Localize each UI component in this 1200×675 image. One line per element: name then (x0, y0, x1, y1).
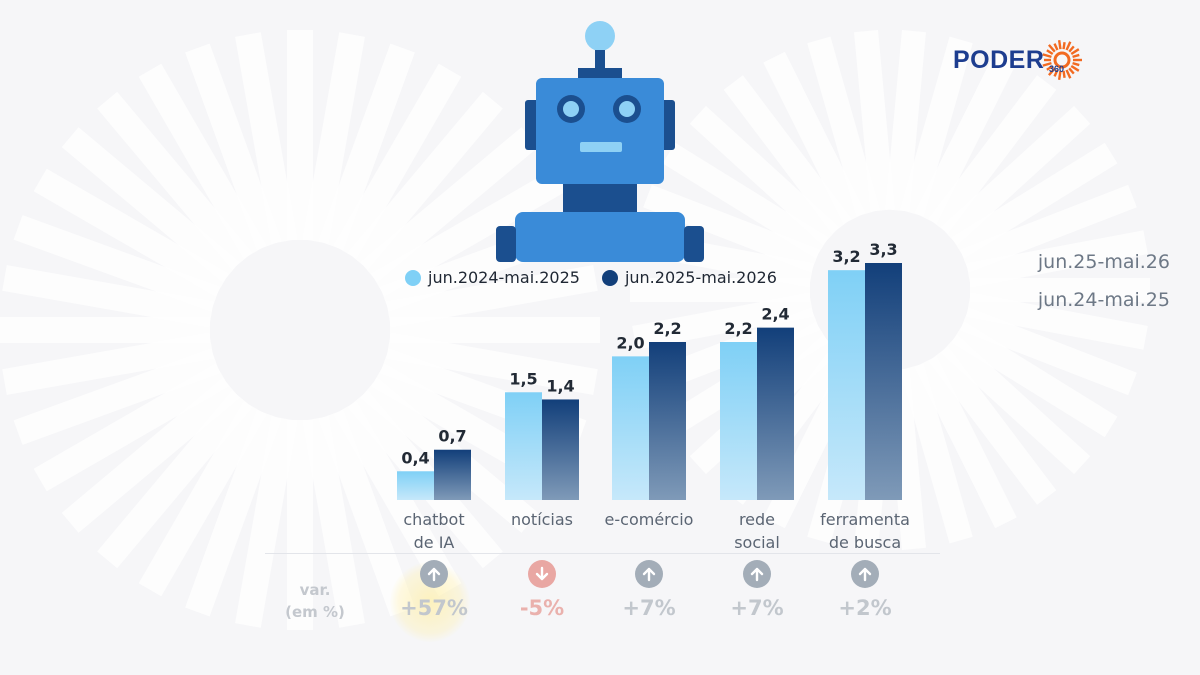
divider-line (265, 553, 940, 554)
data-label-current-4: 3,3 (869, 240, 897, 259)
category-label-4: ferramenta de busca (820, 510, 910, 552)
data-label-previous-1: 1,5 (509, 369, 537, 388)
chart-legend: jun.2024-mai.2025 jun.2025-mai.2026 (405, 268, 777, 287)
category-label-3: rede social (734, 510, 780, 552)
arrow-up-icon (851, 560, 879, 588)
bar-current-2 (649, 342, 686, 500)
variation-title: var. (em %) (285, 581, 345, 621)
bar-current-3 (757, 327, 794, 500)
arrow-up-icon (743, 560, 771, 588)
sun-icon (1042, 40, 1083, 80)
bar-current-4 (865, 263, 902, 500)
category-label-0: chatbot de IA (403, 510, 465, 552)
bar-previous-3 (720, 342, 757, 500)
arrow-down-icon (528, 560, 556, 588)
data-label-previous-0: 0,4 (401, 448, 429, 467)
arrow-up-icon (635, 560, 663, 588)
category-label-1: notícias (510, 510, 574, 529)
variation-value-0: +57% (400, 596, 468, 620)
bar-current-1 (542, 399, 579, 500)
bar-previous-0 (397, 471, 434, 500)
data-label-current-2: 2,2 (653, 319, 681, 338)
legend-swatch-light (405, 269, 421, 286)
data-label-current-1: 1,4 (546, 376, 574, 395)
legend-item-current: jun.2025-mai.2026 (601, 268, 777, 287)
data-label-previous-2: 2,0 (616, 333, 644, 352)
bar-current-0 (434, 449, 471, 500)
side-label-current: jun.25-mai.26 (1037, 251, 1170, 273)
variation-item-0: +57% (384, 560, 484, 620)
bar-previous-2 (612, 356, 649, 500)
category-label-2: e-comércio (604, 510, 694, 529)
poder360-logo: PODER 360 (953, 38, 1084, 82)
variation-value-4: +2% (838, 596, 892, 620)
variation-item-4: +2% (815, 560, 915, 620)
arrow-up-icon (420, 560, 448, 588)
side-label-previous: jun.24-mai.25 (1037, 289, 1170, 311)
legend-label-current: jun.2025-mai.2026 (624, 268, 777, 287)
variation-value-1: -5% (519, 596, 565, 620)
data-label-current-0: 0,7 (438, 427, 466, 446)
data-label-previous-4: 3,2 (832, 247, 860, 266)
data-label-previous-3: 2,2 (724, 319, 752, 338)
bar-previous-4 (828, 270, 865, 500)
data-label-current-3: 2,4 (761, 305, 789, 324)
variation-item-2: +7% (599, 560, 699, 620)
variation-item-1: -5% (492, 560, 592, 620)
logo-subtitle: 360 (1049, 64, 1065, 74)
legend-swatch-dark (601, 269, 618, 286)
legend-label-previous: jun.2024-mai.2025 (428, 268, 580, 287)
variation-value-3: +7% (730, 596, 784, 620)
variation-item-3: +7% (707, 560, 807, 620)
logo-wordmark: PODER (953, 45, 1045, 74)
legend-item-previous: jun.2024-mai.2025 (405, 268, 580, 287)
variation-value-2: +7% (622, 596, 676, 620)
bar-previous-1 (505, 392, 542, 500)
